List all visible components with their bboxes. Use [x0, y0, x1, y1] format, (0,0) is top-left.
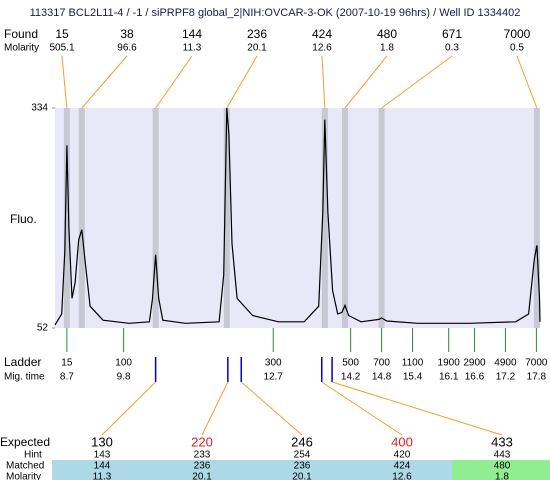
found-connector [516, 55, 538, 109]
found-size: 15 [55, 27, 69, 41]
matched-cell [52, 460, 152, 480]
found-molarity: 0.3 [445, 43, 459, 54]
ladder-size: 500 [342, 358, 359, 369]
found-connector [155, 55, 193, 109]
found-molarity: 96.6 [117, 43, 137, 54]
header-bar [0, 0, 550, 26]
peak-band [378, 108, 385, 328]
peak-band [341, 108, 348, 328]
found-connector [81, 55, 128, 109]
peak-band [63, 108, 70, 328]
ladder-size: 7000 [525, 358, 548, 369]
matched-cell [152, 460, 252, 480]
expected-size: 130 [91, 434, 113, 449]
matched-value: 480 [494, 461, 511, 472]
molarity-value: 1.8 [495, 472, 509, 480]
expected-size: 433 [491, 434, 513, 449]
found-connector [226, 55, 258, 109]
molarity-value: 12.6 [392, 472, 412, 480]
hint-label: Hint [24, 450, 42, 461]
peak-band [152, 108, 159, 328]
ladder-label: Ladder [4, 355, 41, 369]
ladder-time: 12.7 [264, 372, 284, 383]
ladder-time: 17.2 [496, 372, 516, 383]
y-axis-label: Fluo. [10, 212, 37, 226]
ladder-size: 15 [61, 358, 73, 369]
plot-area [55, 108, 540, 328]
expected-size: 246 [291, 434, 313, 449]
trace [54, 107, 541, 326]
found-molarity: 1.8 [380, 43, 394, 54]
found-connector [321, 55, 326, 109]
found-connector [61, 55, 68, 109]
ladder-time: 16.1 [439, 372, 459, 383]
expected-size: 400 [391, 434, 413, 449]
hint-value: 143 [94, 450, 111, 461]
found-size: 7000 [504, 27, 531, 41]
ladder-time: 14.8 [372, 372, 392, 383]
peak-band [78, 108, 85, 328]
peak-band [223, 108, 230, 328]
found-size: 671 [442, 27, 462, 41]
found-label: Found [4, 27, 38, 41]
ladder-size: 300 [265, 358, 282, 369]
hint-value: 254 [294, 450, 311, 461]
found-connector [344, 55, 388, 109]
y-tick-label: 334 [31, 103, 48, 114]
ladder-time: 15.4 [403, 372, 423, 383]
ladder-time: 9.8 [117, 372, 131, 383]
found-size: 236 [247, 27, 267, 41]
hint-value: 443 [494, 450, 511, 461]
expected-size: 220 [191, 434, 213, 449]
ladder-size: 4900 [494, 358, 517, 369]
found-size: 144 [182, 27, 202, 41]
ladder-time: 14.2 [341, 372, 361, 383]
hint-value: 420 [394, 450, 411, 461]
molarity-value: 11.3 [93, 472, 112, 480]
found-molarity: 0.5 [510, 43, 524, 54]
found-molarity: 11.3 [183, 43, 202, 54]
expected-connector [321, 381, 403, 436]
matched-label: Matched [6, 461, 44, 472]
matched-cell [452, 460, 550, 480]
expected-label: Expected [0, 435, 50, 449]
ladder-time-label: Mig. time [4, 372, 45, 383]
molarity-value: 20.1 [292, 472, 312, 480]
found-molarity: 20.1 [247, 43, 267, 54]
expected-molarity-label: Molarity [6, 472, 41, 480]
found-size: 38 [120, 27, 134, 41]
ladder-size: 1100 [402, 358, 424, 369]
expected-connector [240, 381, 303, 436]
y-tick-label: 52 [37, 323, 49, 334]
expected-connector [331, 381, 503, 436]
ladder-time: 8.7 [60, 372, 74, 383]
hint-value: 233 [194, 450, 211, 461]
expected-connector [201, 381, 229, 436]
matched-value: 424 [394, 461, 411, 472]
found-molarity: 505.1 [49, 43, 74, 54]
found-size: 480 [377, 27, 397, 41]
found-connector [381, 55, 453, 109]
ladder-time: 16.6 [465, 372, 485, 383]
ladder-size: 2900 [463, 358, 486, 369]
peak-band [533, 108, 540, 328]
ladder-time: 17.8 [527, 372, 547, 383]
ladder-size: 100 [115, 358, 132, 369]
matched-value: 236 [194, 461, 211, 472]
matched-value: 236 [294, 461, 311, 472]
matched-value: 144 [94, 461, 111, 472]
matched-cell [252, 460, 352, 480]
found-molarity: 12.6 [312, 43, 332, 54]
molarity-value: 20.1 [192, 472, 212, 480]
ladder-size: 700 [373, 358, 390, 369]
peak-band [321, 108, 328, 328]
header-title: 113317 BCL2L11-4 / -1 / siPRPF8 global_2… [30, 7, 521, 19]
ladder-size: 1900 [438, 358, 461, 369]
matched-cell [352, 460, 452, 480]
found-molarity-label: Molarity [4, 43, 39, 54]
expected-connector [101, 381, 156, 436]
found-size: 424 [312, 27, 332, 41]
